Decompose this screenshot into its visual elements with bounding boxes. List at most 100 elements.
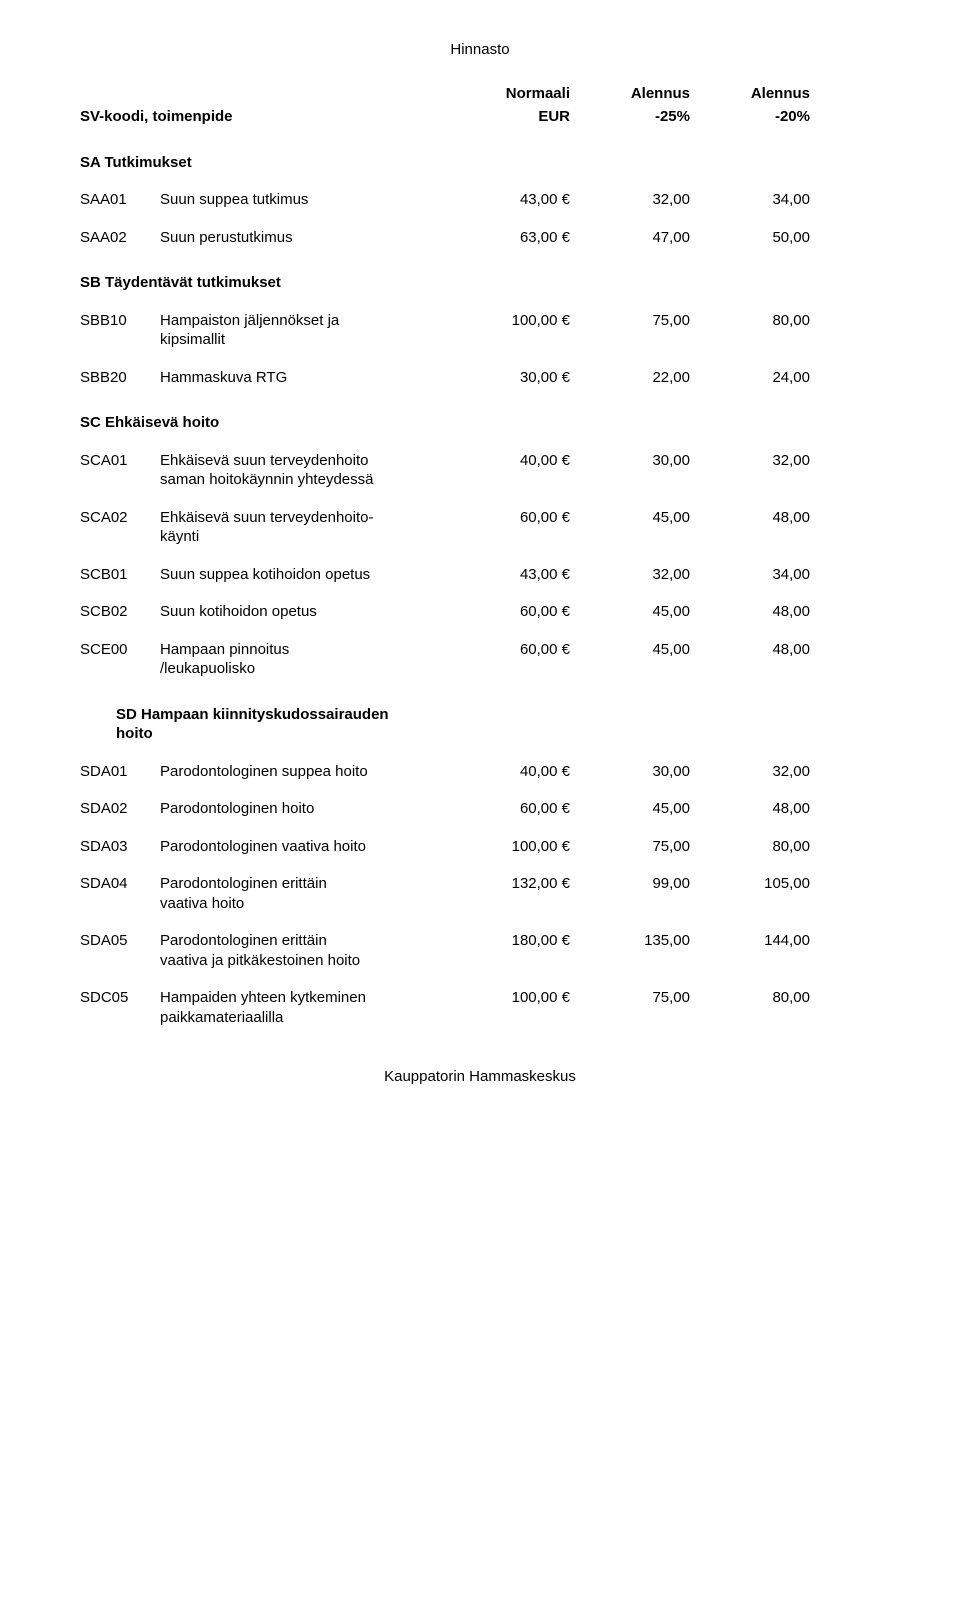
row-value-20: 144,00 [690, 931, 810, 970]
row-code: SDC05 [80, 988, 160, 1027]
table-row: SDA05Parodontologinen erittäin vaativa j… [80, 931, 880, 970]
row-value-25: 22,00 [570, 368, 690, 388]
row-desc: Parodontologinen hoito [160, 799, 450, 819]
page-title: Hinnasto [80, 40, 880, 60]
table-row: SCA01Ehkäisevä suun terveydenhoito saman… [80, 451, 880, 490]
header-c1-line2: EUR [450, 107, 570, 127]
row-value-25: 45,00 [570, 508, 690, 547]
header-row-1: Normaali Alennus Alennus [80, 84, 880, 104]
row-desc: Suun suppea kotihoidon opetus [160, 565, 450, 585]
row-value-25: 30,00 [570, 451, 690, 490]
row-value-20: 34,00 [690, 190, 810, 210]
row-code: SDA03 [80, 837, 160, 857]
row-code: SCB02 [80, 602, 160, 622]
row-value-eur: 132,00 € [450, 874, 570, 913]
row-value-eur: 60,00 € [450, 602, 570, 622]
header-c3-line2: -20% [690, 107, 810, 127]
row-value-25: 45,00 [570, 799, 690, 819]
row-code: SCE00 [80, 640, 160, 679]
row-code: SDA01 [80, 762, 160, 782]
row-desc: Hampaiden yhteen kytkeminen paikkamateri… [160, 988, 450, 1027]
table-row: SDA01Parodontologinen suppea hoito40,00 … [80, 762, 880, 782]
section-sc-rows: SCA01Ehkäisevä suun terveydenhoito saman… [80, 451, 880, 679]
row-value-eur: 60,00 € [450, 508, 570, 547]
row-value-eur: 43,00 € [450, 190, 570, 210]
row-value-eur: 100,00 € [450, 311, 570, 350]
table-row: SCA02Ehkäisevä suun terveydenhoito- käyn… [80, 508, 880, 547]
row-value-eur: 43,00 € [450, 565, 570, 585]
row-value-20: 50,00 [690, 228, 810, 248]
row-desc: Parodontologinen vaativa hoito [160, 837, 450, 857]
row-desc: Parodontologinen erittäin vaativa hoito [160, 874, 450, 913]
row-value-eur: 63,00 € [450, 228, 570, 248]
row-value-25: 75,00 [570, 837, 690, 857]
table-row: SCE00Hampaan pinnoitus /leukapuolisko60,… [80, 640, 880, 679]
header-c2-line2: -25% [570, 107, 690, 127]
row-value-20: 34,00 [690, 565, 810, 585]
table-row: SBB20Hammaskuva RTG30,00 €22,0024,00 [80, 368, 880, 388]
row-desc: Suun suppea tutkimus [160, 190, 450, 210]
table-row: SDA03Parodontologinen vaativa hoito100,0… [80, 837, 880, 857]
section-sb-rows: SBB10Hampaiston jäljennökset ja kipsimal… [80, 311, 880, 388]
table-row: SAA01Suun suppea tutkimus43,00 €32,0034,… [80, 190, 880, 210]
row-value-25: 47,00 [570, 228, 690, 248]
row-desc: Hammaskuva RTG [160, 368, 450, 388]
row-value-25: 30,00 [570, 762, 690, 782]
row-value-20: 32,00 [690, 451, 810, 490]
row-value-25: 75,00 [570, 311, 690, 350]
table-row: SDA02Parodontologinen hoito60,00 €45,004… [80, 799, 880, 819]
row-value-20: 105,00 [690, 874, 810, 913]
row-code: SCB01 [80, 565, 160, 585]
section-sa-title: SA Tutkimukset [80, 153, 880, 173]
row-value-20: 32,00 [690, 762, 810, 782]
row-value-25: 32,00 [570, 190, 690, 210]
header-left-1 [80, 84, 450, 104]
row-desc: Hampaiston jäljennökset ja kipsimallit [160, 311, 450, 350]
row-value-20: 48,00 [690, 640, 810, 679]
row-value-eur: 40,00 € [450, 451, 570, 490]
row-value-25: 99,00 [570, 874, 690, 913]
table-row: SDA04Parodontologinen erittäin vaativa h… [80, 874, 880, 913]
row-code: SAA01 [80, 190, 160, 210]
row-value-25: 75,00 [570, 988, 690, 1027]
row-value-20: 80,00 [690, 837, 810, 857]
row-value-eur: 180,00 € [450, 931, 570, 970]
header-row-2: SV-koodi, toimenpide EUR -25% -20% [80, 107, 880, 127]
row-code: SCA02 [80, 508, 160, 547]
row-value-25: 45,00 [570, 640, 690, 679]
row-code: SDA04 [80, 874, 160, 913]
footer-text: Kauppatorin Hammaskeskus [80, 1067, 880, 1087]
section-sd-rows: SDA01Parodontologinen suppea hoito40,00 … [80, 762, 880, 1028]
row-value-20: 48,00 [690, 508, 810, 547]
row-value-20: 80,00 [690, 988, 810, 1027]
row-value-eur: 100,00 € [450, 988, 570, 1027]
row-desc: Hampaan pinnoitus /leukapuolisko [160, 640, 450, 679]
row-value-eur: 100,00 € [450, 837, 570, 857]
row-code: SBB20 [80, 368, 160, 388]
row-value-25: 32,00 [570, 565, 690, 585]
table-row: SAA02Suun perustutkimus63,00 €47,0050,00 [80, 228, 880, 248]
row-value-eur: 30,00 € [450, 368, 570, 388]
row-code: SCA01 [80, 451, 160, 490]
header-c1-line1: Normaali [450, 84, 570, 104]
row-desc: Parodontologinen erittäin vaativa ja pit… [160, 931, 450, 970]
row-code: SBB10 [80, 311, 160, 350]
section-sa-rows: SAA01Suun suppea tutkimus43,00 €32,0034,… [80, 190, 880, 247]
row-desc: Ehkäisevä suun terveydenhoito- käynti [160, 508, 450, 547]
section-sc-title: SC Ehkäisevä hoito [80, 413, 880, 433]
row-value-eur: 60,00 € [450, 799, 570, 819]
table-row: SCB02Suun kotihoidon opetus60,00 €45,004… [80, 602, 880, 622]
header-c3-line1: Alennus [690, 84, 810, 104]
row-value-20: 24,00 [690, 368, 810, 388]
row-desc: Suun perustutkimus [160, 228, 450, 248]
row-value-25: 135,00 [570, 931, 690, 970]
header-c2-line1: Alennus [570, 84, 690, 104]
header-left-2: SV-koodi, toimenpide [80, 107, 450, 127]
row-desc: Parodontologinen suppea hoito [160, 762, 450, 782]
table-row: SBB10Hampaiston jäljennökset ja kipsimal… [80, 311, 880, 350]
row-value-20: 48,00 [690, 602, 810, 622]
table-row: SDC05Hampaiden yhteen kytkeminen paikkam… [80, 988, 880, 1027]
row-value-20: 80,00 [690, 311, 810, 350]
row-desc: Ehkäisevä suun terveydenhoito saman hoit… [160, 451, 450, 490]
row-code: SAA02 [80, 228, 160, 248]
